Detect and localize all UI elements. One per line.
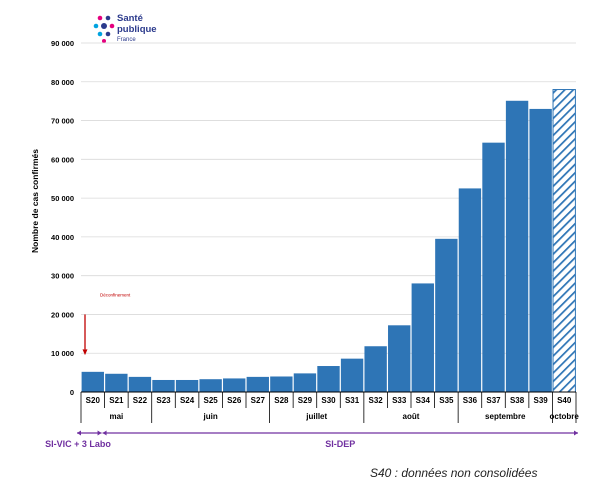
annotation-arrow-head [82, 349, 88, 356]
x-tick-label: S36 [463, 396, 478, 405]
bar-s20 [81, 371, 104, 392]
x-tick-label: S33 [392, 396, 407, 405]
logo-text-sante: Santé [117, 13, 143, 24]
y-tick-label: 80 000 [51, 78, 74, 87]
x-axis-months: mai juin juillet août septembre octobre [80, 408, 580, 423]
bar-s31 [340, 358, 364, 392]
bar-s25 [199, 379, 222, 392]
annotation-label: Déconfinement [100, 293, 131, 298]
system-arrow-right [574, 430, 578, 436]
bar-s28 [270, 376, 293, 392]
x-tick-label: S20 [86, 396, 101, 405]
system-label: SI-VIC + 3 Labo [45, 439, 111, 449]
annotation: Déconfinement [82, 293, 131, 356]
x-tick-label: S23 [156, 396, 171, 405]
y-tick-label: 10 000 [51, 349, 74, 358]
x-tick-label: S35 [439, 396, 454, 405]
bar-s38 [505, 100, 529, 392]
bar-s36 [458, 188, 482, 392]
bar-s22 [128, 376, 152, 392]
x-tick-label: S22 [133, 396, 148, 405]
y-tick-label: 40 000 [51, 233, 74, 242]
y-tick-label: 70 000 [51, 117, 74, 126]
y-tick-label: 0 [70, 388, 74, 397]
system-label: SI-DEP [325, 439, 355, 449]
bars [81, 89, 576, 393]
bar-s34 [411, 283, 434, 392]
bar-s40 [552, 89, 576, 393]
y-tick-label: 60 000 [51, 155, 74, 164]
month-label: juin [203, 412, 218, 421]
month-label: mai [109, 412, 123, 421]
x-tick-label: S37 [486, 396, 501, 405]
x-tick-label: S40 [557, 396, 572, 405]
y-tick-label: 90 000 [51, 39, 74, 48]
x-tick-label: S29 [298, 396, 313, 405]
bar-s23 [152, 379, 175, 392]
x-tick-label: S28 [274, 396, 289, 405]
system-arrow-left [77, 430, 81, 436]
bar-s29 [293, 373, 317, 392]
footnote: S40 : données non consolidées [370, 466, 538, 480]
logo-dots-icon [93, 15, 115, 43]
month-label: septembre [485, 412, 526, 421]
bar-s39 [529, 108, 552, 392]
x-axis-categories: S20 S21 S22 S23 S24 S25 S26 S27 S28 S29 S30 S31 S32 S… [80, 391, 577, 408]
y-axis-gridlines [81, 42, 576, 354]
month-label: août [403, 412, 420, 421]
logo-text-publique: publique [117, 24, 157, 35]
month-label: juillet [305, 412, 327, 421]
y-tick-label: 50 000 [51, 194, 74, 203]
bar-s35 [435, 238, 458, 392]
bar-s26 [223, 378, 246, 392]
bar-s32 [364, 346, 387, 392]
system-periods: SI-VIC + 3 Labo SI-DEP [45, 430, 578, 449]
y-axis-label: Nombre de cas confirmés [30, 149, 40, 253]
x-tick-label: S32 [369, 396, 384, 405]
bar-s37 [482, 142, 505, 392]
system-arrow-left [102, 430, 107, 436]
logo-text-france: France [117, 37, 136, 43]
x-tick-label: S38 [510, 396, 525, 405]
x-tick-label: S26 [227, 396, 242, 405]
x-tick-label: S30 [321, 396, 336, 405]
bar-s21 [105, 373, 128, 392]
system-arrow-right [97, 430, 102, 436]
y-axis-ticks: 0 10 000 20 000 30 000 40 000 50 000 60 000 70 … [51, 39, 74, 397]
x-tick-label: S34 [416, 396, 431, 405]
x-tick-label: S27 [251, 396, 266, 405]
bar-s33 [388, 325, 411, 392]
x-tick-label: S31 [345, 396, 360, 405]
y-tick-label: 30 000 [51, 272, 74, 281]
x-tick-label: S25 [204, 396, 219, 405]
month-label: octobre [550, 412, 580, 421]
x-tick-label: S39 [534, 396, 549, 405]
bar-s24 [175, 379, 199, 392]
sante-publique-france-logo: Santé publique France [93, 13, 157, 43]
y-tick-label: 20 000 [51, 310, 74, 319]
bar-s27 [246, 376, 269, 392]
bar-s30 [317, 366, 340, 392]
x-tick-label: S24 [180, 396, 195, 405]
x-tick-label: S21 [109, 396, 124, 405]
